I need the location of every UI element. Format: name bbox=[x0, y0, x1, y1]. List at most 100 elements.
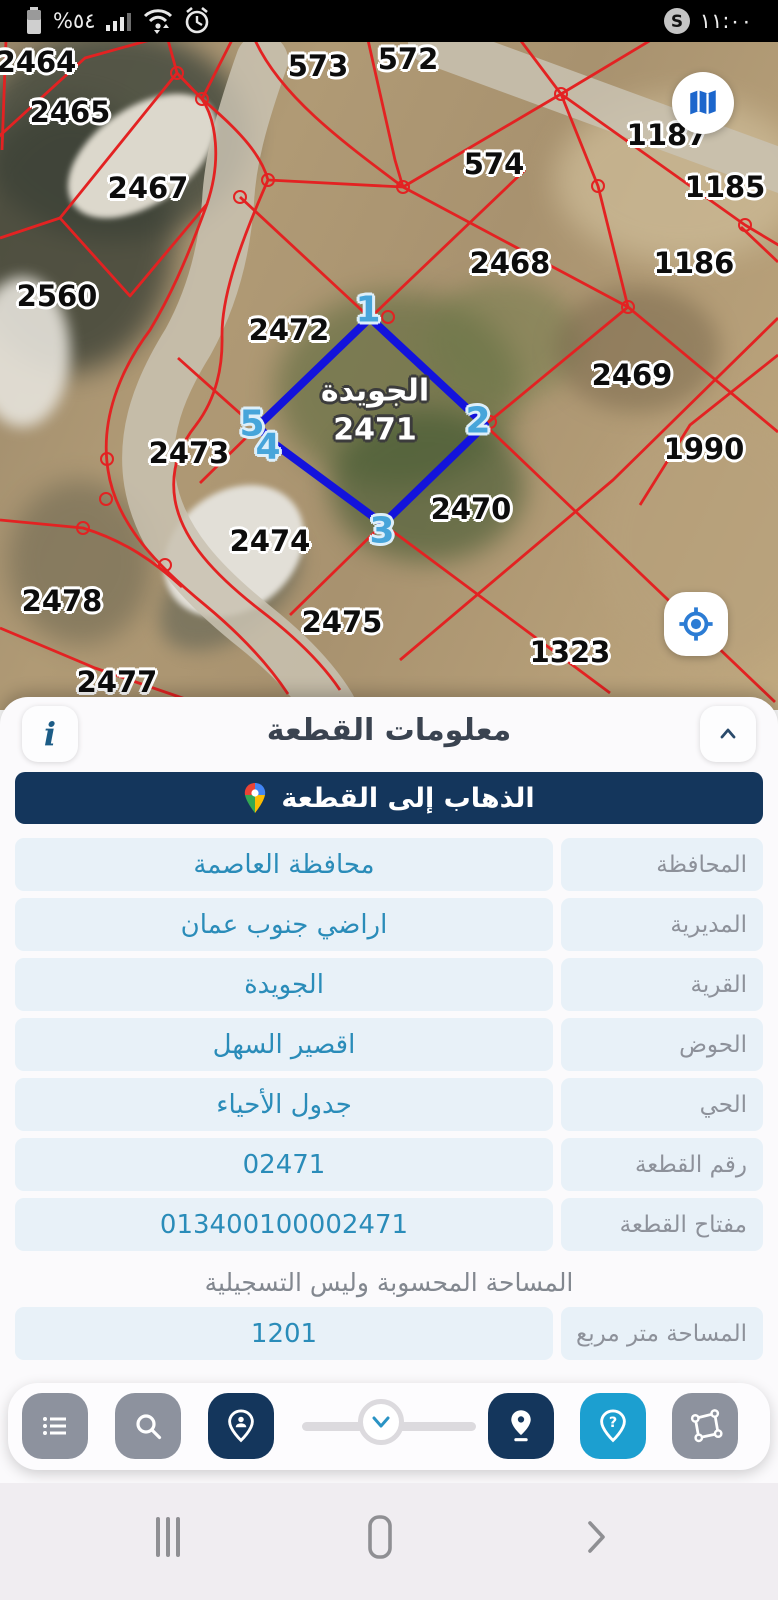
row-label: مفتاح القطعة bbox=[561, 1198, 763, 1251]
parcel-label: 2467 bbox=[107, 171, 189, 205]
corner-marker-label: 1 bbox=[355, 289, 381, 331]
svg-text:?: ? bbox=[609, 1415, 617, 1431]
parcel-label: 573 bbox=[287, 49, 349, 83]
info-row-parcel-key: 013400100002471 مفتاح القطعة bbox=[15, 1198, 763, 1251]
parcel-label: 2465 bbox=[29, 95, 111, 129]
corner-marker-label: 4 bbox=[255, 426, 281, 468]
slider-handle[interactable] bbox=[358, 1399, 404, 1445]
my-location-button[interactable] bbox=[664, 592, 728, 656]
question-pin-icon: ? bbox=[600, 1409, 626, 1443]
corner-marker-label: 2 bbox=[465, 400, 491, 442]
parcel-label: 2473 bbox=[148, 436, 230, 470]
parcel-info-sheet: i معلومات القطعة الذهاب إلى القطعة محافظ… bbox=[0, 697, 778, 1483]
row-value: اقصير السهل bbox=[15, 1018, 553, 1071]
google-maps-pin-icon bbox=[245, 783, 266, 813]
row-value: 1201 bbox=[15, 1307, 553, 1360]
parcel-label: 2468 bbox=[469, 246, 551, 280]
folded-map-icon bbox=[690, 90, 716, 115]
row-label: الحي bbox=[561, 1078, 763, 1131]
satellite-map[interactable]: 2464 573 572 2465 1187 1185 2467 574 246… bbox=[0, 42, 778, 710]
info-row-area: 1201 المساحة متر مربع bbox=[15, 1307, 763, 1360]
selected-parcel-outline bbox=[254, 314, 489, 528]
battery-percent: %٥٤ bbox=[53, 9, 96, 33]
parcel-label: 2469 bbox=[591, 358, 673, 392]
layers-list-button[interactable] bbox=[22, 1393, 88, 1459]
selected-village-label: الجويدة bbox=[320, 373, 430, 409]
parcel-label: 2478 bbox=[21, 584, 103, 618]
list-icon bbox=[43, 1417, 66, 1435]
parcel-label: 1323 bbox=[529, 635, 611, 669]
row-label: الحوض bbox=[561, 1018, 763, 1071]
row-value: 013400100002471 bbox=[15, 1198, 553, 1251]
parcel-label: 574 bbox=[463, 147, 525, 181]
row-label: المديرية bbox=[561, 898, 763, 951]
polygon-draw-button[interactable] bbox=[672, 1393, 738, 1459]
parcel-label: 2475 bbox=[301, 605, 383, 639]
row-value: اراضي جنوب عمان bbox=[15, 898, 553, 951]
goto-parcel-button[interactable]: الذهاب إلى القطعة bbox=[15, 772, 763, 824]
parcel-label: 572 bbox=[377, 42, 439, 76]
marker-button[interactable] bbox=[488, 1393, 554, 1459]
clock-time: ١١:٠٠ bbox=[699, 9, 752, 33]
person-location-button[interactable] bbox=[208, 1393, 274, 1459]
home-icon bbox=[368, 1515, 392, 1559]
info-row-parcel-number: 02471 رقم القطعة bbox=[15, 1138, 763, 1191]
row-label: المساحة متر مربع bbox=[561, 1307, 763, 1360]
row-value: جدول الأحياء bbox=[15, 1078, 553, 1131]
row-label: رقم القطعة bbox=[561, 1138, 763, 1191]
row-value: 02471 bbox=[15, 1138, 553, 1191]
info-button[interactable]: i bbox=[22, 706, 78, 762]
help-button[interactable]: ? bbox=[580, 1393, 646, 1459]
corner-marker-label: 3 bbox=[369, 510, 395, 552]
android-navigation-bar bbox=[0, 1483, 778, 1600]
map-marker-icon bbox=[511, 1410, 531, 1442]
map-toolbar: ? bbox=[8, 1383, 770, 1470]
parcel-boundaries-layer bbox=[0, 42, 778, 710]
search-button[interactable] bbox=[115, 1393, 181, 1459]
chevron-up-icon bbox=[720, 728, 736, 739]
selected-parcel-number: 2471 bbox=[333, 412, 417, 448]
parcel-label: 2477 bbox=[76, 665, 158, 699]
parcel-label: 2472 bbox=[248, 313, 330, 347]
parcel-label: 1185 bbox=[684, 170, 766, 204]
parcel-label: 2474 bbox=[229, 524, 311, 558]
recents-icon bbox=[156, 1517, 180, 1557]
svg-text:S: S bbox=[671, 12, 683, 32]
alarm-clock-icon bbox=[185, 6, 208, 34]
info-icon: i bbox=[43, 715, 57, 753]
parcel-label: 2464 bbox=[0, 45, 77, 79]
recent-apps-button[interactable] bbox=[132, 1501, 204, 1573]
back-chevron-icon bbox=[588, 1521, 605, 1553]
info-row-governorate: محافظة العاصمة المحافظة bbox=[15, 838, 763, 891]
search-icon bbox=[136, 1414, 162, 1440]
info-row-village: الجويدة القرية bbox=[15, 958, 763, 1011]
area-note: المساحة المحسوبة وليس التسجيلية bbox=[204, 1268, 574, 1297]
row-label: القرية bbox=[561, 958, 763, 1011]
gps-crosshair-icon bbox=[679, 607, 713, 641]
s-badge-icon: S bbox=[663, 8, 690, 34]
back-button[interactable] bbox=[559, 1501, 631, 1573]
row-value: الجويدة bbox=[15, 958, 553, 1011]
info-row-basin: اقصير السهل الحوض bbox=[15, 1018, 763, 1071]
collapse-sheet-button[interactable] bbox=[700, 706, 756, 762]
polygon-icon bbox=[690, 1409, 723, 1443]
parcel-label: 1990 bbox=[663, 432, 745, 466]
row-label: المحافظة bbox=[561, 838, 763, 891]
terrain-patch bbox=[8, 480, 153, 645]
terrain-patch bbox=[555, 287, 720, 412]
map-layers-button[interactable] bbox=[672, 72, 734, 134]
person-pin-icon bbox=[228, 1409, 254, 1443]
info-row-directorate: اراضي جنوب عمان المديرية bbox=[15, 898, 763, 951]
signal-icon bbox=[105, 13, 131, 31]
status-bar: %٥٤ S ١١:٠٠ bbox=[0, 0, 778, 42]
battery-icon bbox=[27, 7, 41, 34]
row-value: محافظة العاصمة bbox=[15, 838, 553, 891]
corner-marker-label: 5 bbox=[239, 403, 265, 445]
parcel-label: 1186 bbox=[653, 246, 735, 280]
home-button[interactable] bbox=[344, 1501, 416, 1573]
sheet-header: i معلومات القطعة bbox=[0, 697, 778, 771]
wifi-icon bbox=[143, 9, 172, 34]
chevron-down-icon bbox=[372, 1416, 390, 1428]
parcel-label: 2470 bbox=[430, 492, 512, 526]
parcel-label: 2560 bbox=[16, 279, 98, 313]
